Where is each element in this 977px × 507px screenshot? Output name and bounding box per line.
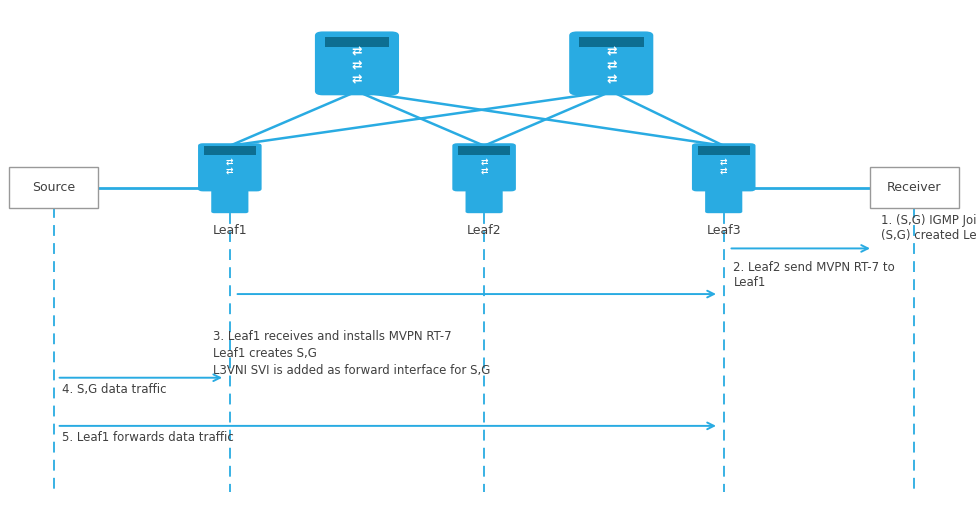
FancyBboxPatch shape bbox=[197, 143, 261, 191]
Text: ⇄
⇄
⇄: ⇄ ⇄ ⇄ bbox=[352, 46, 361, 87]
Text: ⇄
⇄: ⇄ ⇄ bbox=[480, 158, 488, 176]
FancyBboxPatch shape bbox=[704, 190, 742, 213]
Text: Leaf2: Leaf2 bbox=[466, 224, 501, 237]
FancyBboxPatch shape bbox=[692, 143, 754, 191]
Text: 4. S,G data traffic: 4. S,G data traffic bbox=[62, 383, 166, 396]
FancyBboxPatch shape bbox=[578, 37, 643, 47]
FancyBboxPatch shape bbox=[324, 37, 389, 47]
Text: 1. (S,G) IGMP Join
(S,G) created Leaf3: 1. (S,G) IGMP Join (S,G) created Leaf3 bbox=[880, 214, 977, 242]
FancyBboxPatch shape bbox=[457, 146, 510, 155]
FancyBboxPatch shape bbox=[698, 146, 748, 155]
Text: Receiver: Receiver bbox=[886, 181, 941, 194]
FancyBboxPatch shape bbox=[870, 167, 957, 208]
FancyBboxPatch shape bbox=[315, 31, 399, 95]
FancyBboxPatch shape bbox=[203, 146, 256, 155]
FancyBboxPatch shape bbox=[569, 31, 653, 95]
Text: Leaf1: Leaf1 bbox=[212, 224, 247, 237]
Text: Source: Source bbox=[32, 181, 75, 194]
FancyBboxPatch shape bbox=[465, 190, 502, 213]
FancyBboxPatch shape bbox=[451, 143, 516, 191]
FancyBboxPatch shape bbox=[211, 190, 248, 213]
FancyBboxPatch shape bbox=[9, 167, 98, 208]
Text: Leaf3: Leaf3 bbox=[705, 224, 741, 237]
Text: 3. Leaf1 receives and installs MVPN RT-7
Leaf1 creates S,G
L3VNI SVI is added as: 3. Leaf1 receives and installs MVPN RT-7… bbox=[213, 330, 489, 377]
Text: 2. Leaf2 send MVPN RT-7 to
Leaf1: 2. Leaf2 send MVPN RT-7 to Leaf1 bbox=[733, 261, 894, 289]
Text: ⇄
⇄: ⇄ ⇄ bbox=[719, 158, 727, 176]
Text: 5. Leaf1 forwards data traffic: 5. Leaf1 forwards data traffic bbox=[62, 431, 234, 444]
Text: ⇄
⇄
⇄: ⇄ ⇄ ⇄ bbox=[606, 46, 616, 87]
Text: ⇄
⇄: ⇄ ⇄ bbox=[226, 158, 234, 176]
